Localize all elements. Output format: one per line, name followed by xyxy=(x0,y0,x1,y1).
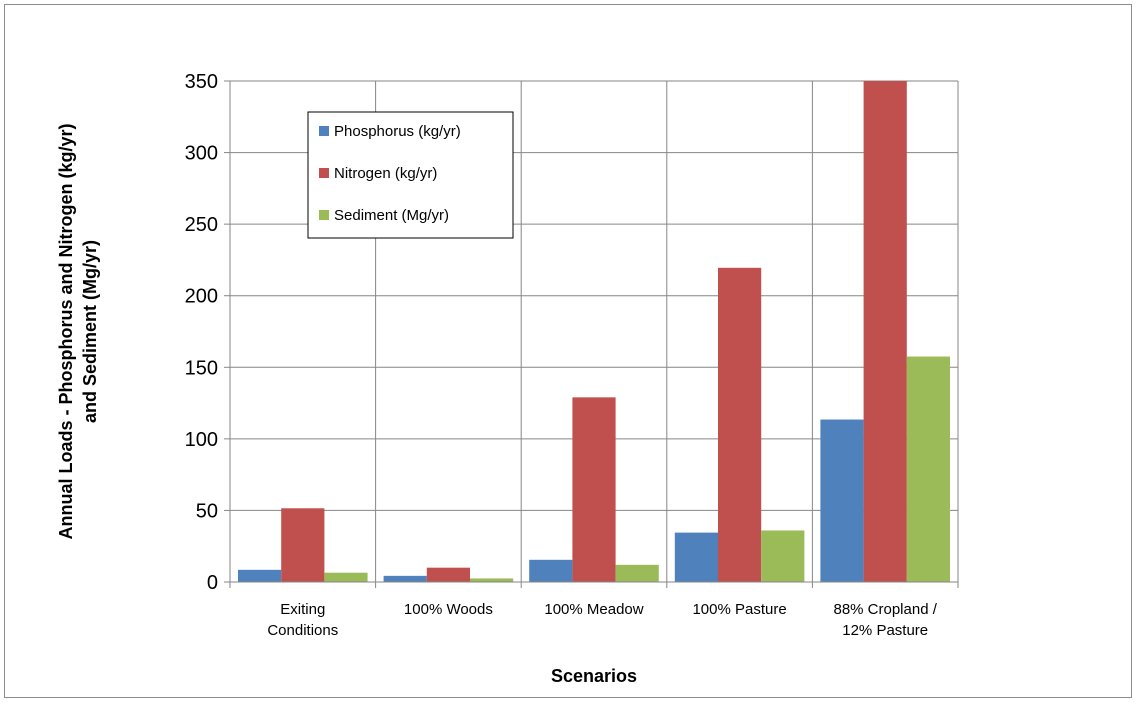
y-tick-label: 200 xyxy=(185,286,218,308)
bar-nitrogen xyxy=(863,81,907,582)
bar-sediment xyxy=(324,572,368,582)
legend-swatch xyxy=(319,168,329,178)
legend-label: Nitrogen (kg/yr) xyxy=(334,165,437,182)
legend-label: Sediment (Mg/yr) xyxy=(334,207,449,224)
bar-nitrogen xyxy=(718,267,762,582)
x-category-label: Exiting xyxy=(280,601,325,618)
legend-swatch xyxy=(319,126,329,136)
bar-phosphorus xyxy=(820,419,864,582)
y-tick-label: 250 xyxy=(185,214,218,236)
y-tick-label: 300 xyxy=(185,143,218,165)
y-tick-label: 50 xyxy=(196,500,218,522)
x-category-label: 88% Cropland / xyxy=(833,601,937,618)
bar-phosphorus xyxy=(238,569,282,582)
bar-phosphorus xyxy=(383,575,427,582)
bar-nitrogen xyxy=(426,567,470,582)
bars xyxy=(238,81,950,582)
x-category-label: 12% Pasture xyxy=(842,622,928,639)
y-tick-labels: 0 50 100 150 200 250 300 350 xyxy=(185,71,218,594)
bar-sediment xyxy=(761,530,805,582)
x-axis-title: Scenarios xyxy=(551,666,637,686)
y-axis-title-line: and Sediment (Mg/yr) xyxy=(80,240,100,423)
axes xyxy=(224,80,959,588)
legend-swatch xyxy=(319,210,329,220)
x-category-label: 100% Meadow xyxy=(544,601,643,618)
bar-nitrogen xyxy=(572,397,616,582)
legend: Phosphorus (kg/yr) Nitrogen (kg/yr) Sedime… xyxy=(307,111,514,239)
bar-phosphorus xyxy=(529,559,573,582)
y-tick-label: 150 xyxy=(185,357,218,379)
y-tick-label: 100 xyxy=(185,429,218,451)
y-axis-title: Annual Loads - Phosphorus and Nitrogen (… xyxy=(56,123,100,539)
x-category-label: 100% Pasture xyxy=(692,601,786,618)
bar-sediment xyxy=(615,564,659,582)
x-category-labels: Exiting Conditions 100% Woods 100% Meadow 10… xyxy=(267,601,937,639)
x-category-label: Conditions xyxy=(267,622,338,639)
legend-box xyxy=(307,111,514,239)
x-category-label: 100% Woods xyxy=(404,601,493,618)
legend-label: Phosphorus (kg/yr) xyxy=(334,123,461,140)
bar-phosphorus xyxy=(674,532,719,582)
bar-sediment xyxy=(469,578,514,582)
y-tick-label: 350 xyxy=(185,71,218,93)
bar-nitrogen xyxy=(281,508,325,582)
y-tick-label: 0 xyxy=(207,572,218,594)
bar-sediment xyxy=(906,356,950,582)
y-axis-title-line: Annual Loads - Phosphorus and Nitrogen (… xyxy=(56,123,76,539)
